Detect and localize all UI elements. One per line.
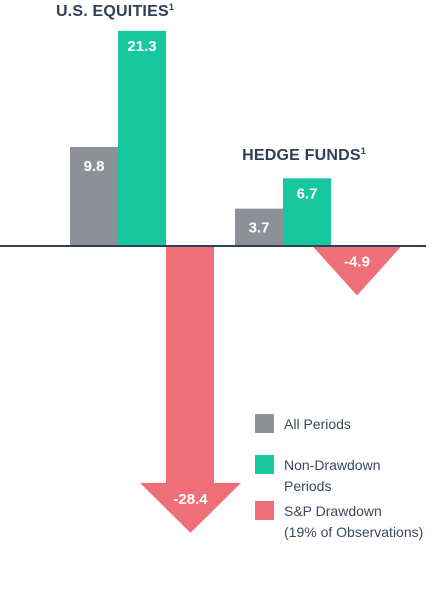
bar-label-0-0: 9.8: [84, 158, 105, 175]
group-title-0: U.S. EQUITIES1: [56, 2, 174, 20]
drawdown-arrow-0: [140, 246, 241, 533]
bar-label-0-2: -28.4: [173, 491, 208, 508]
legend-label-0-0: All Periods: [284, 416, 351, 432]
legend-label-2-1: (19% of Observations): [284, 524, 423, 540]
legend-label-1-1: Periods: [284, 478, 331, 494]
legend-label-2-0: S&P Drawdown: [284, 503, 382, 519]
legend-swatch-2: [255, 501, 274, 520]
bar-0-0: [70, 147, 118, 246]
drawdown-arrow-1: [312, 245, 402, 296]
bar-1-1: [283, 178, 331, 246]
bar-label-1-2: -4.9: [344, 253, 370, 270]
bar-label-1-0: 3.7: [249, 220, 270, 237]
legend-swatch-0: [255, 414, 274, 433]
bar-0-1: [118, 30, 166, 247]
bar-1-0: [235, 208, 283, 246]
group-title-1: HEDGE FUNDS1: [242, 146, 366, 164]
legend-swatch-1: [255, 455, 274, 474]
bar-label-0-1: 21.3: [127, 38, 156, 55]
bar-label-1-1: 6.7: [297, 185, 318, 202]
legend-label-1-0: Non-Drawdown: [284, 457, 380, 473]
